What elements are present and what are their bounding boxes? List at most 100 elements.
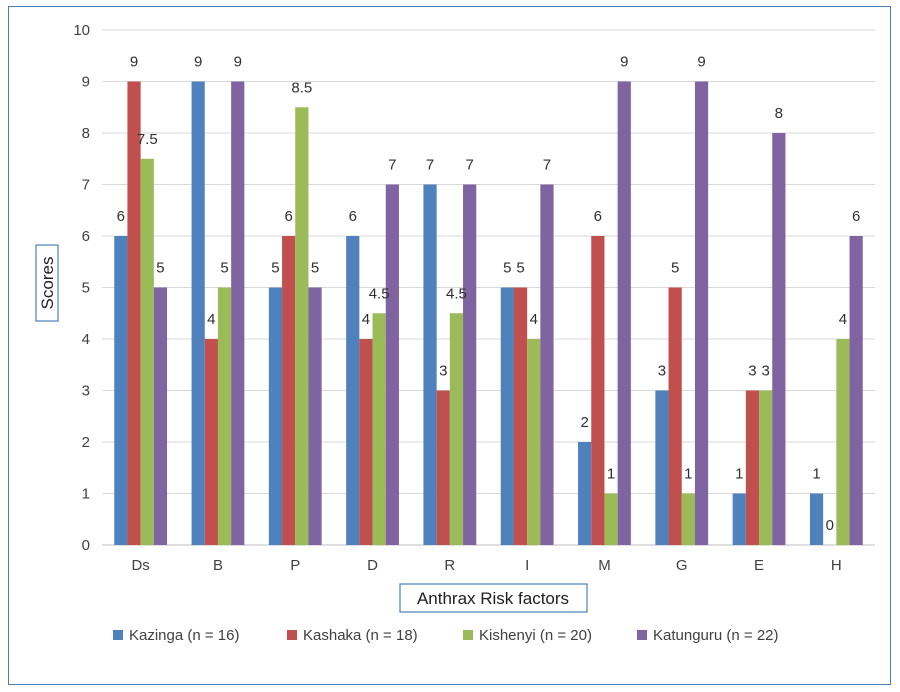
bar [204,339,218,545]
bar [578,442,592,545]
data-label: 1 [735,466,743,483]
bar [772,133,786,545]
bar [809,493,824,545]
data-label: 5 [311,260,319,277]
y-tick-label: 9 [82,74,90,91]
data-label: 9 [620,54,628,71]
y-axis-title: Scores [35,244,59,322]
x-tick-label: H [831,557,842,574]
data-label: 6 [284,208,292,225]
data-label: 4 [362,311,370,328]
data-label: 3 [761,363,769,380]
bar [463,184,477,545]
legend: Kazinga (n = 16) Kashaka (n = 18) Kishenyi… [113,627,779,644]
data-label: 7 [465,157,473,174]
bar [591,236,605,545]
data-label: 1 [684,466,692,483]
data-label: 9 [194,54,202,71]
y-tick-label: 3 [82,383,90,400]
bar [423,184,437,545]
data-label: 9 [234,54,242,71]
y-tick-label: 8 [82,125,90,142]
bar [114,236,128,545]
bar [385,184,399,545]
data-label: 5 [271,260,279,277]
bar [191,81,205,545]
data-label: 1 [812,466,820,483]
data-label: 3 [748,363,756,380]
data-label: 3 [658,363,666,380]
bar [153,287,168,545]
y-axis-title-text: Scores [38,257,57,310]
legend-label: Katunguru (n = 22) [653,627,779,644]
bar [127,81,141,545]
bar [668,287,682,545]
bar [308,287,322,545]
y-tick-label: 4 [82,331,90,348]
data-label: 1 [607,466,615,483]
data-label: 4 [207,311,215,328]
bar [268,287,283,545]
bar [436,390,450,545]
bar [694,81,709,545]
bar [527,339,541,545]
data-label: 7 [388,157,396,174]
bars [114,81,863,545]
data-label: 7 [543,157,551,174]
bar [231,81,245,545]
data-label: 4.5 [446,285,467,302]
x-tick-label: E [754,557,764,574]
data-label: 5 [503,260,511,277]
chart-frame: 0 1 2 3 4 5 6 7 8 9 10 6 9 7.5 5 9 4 5 9 5 6 8.5 5 6 4 4.5 7 7 3 4.5… [8,6,891,685]
x-tick-label: R [444,557,455,574]
bar [449,313,464,545]
x-tick-label: M [598,557,611,574]
bar [346,236,360,545]
legend-label: Kashaka (n = 18) [303,627,418,644]
data-label: 7.5 [137,131,158,148]
bar [617,81,631,545]
data-label: 6 [852,208,860,225]
data-label: 4 [530,311,538,328]
legend-swatch [287,630,297,640]
bar [140,158,154,545]
data-label: 7 [426,157,434,174]
legend-swatch [463,630,473,640]
data-label: 3 [439,363,447,380]
data-label: 5 [671,260,679,277]
data-label: 2 [580,414,588,431]
data-label: 6 [349,208,357,225]
data-label: 9 [130,54,138,71]
y-tick-label: 1 [82,486,90,503]
legend-swatch [113,630,123,640]
x-axis-title: Anthrax Risk factors [399,583,588,613]
x-axis-ticks: Ds B P D R I M G E H [131,557,841,574]
bar [372,313,386,545]
x-axis-title-text: Anthrax Risk factors [417,589,569,608]
bar [759,390,773,545]
bar [745,390,760,545]
bar [217,287,232,545]
y-tick-label: 7 [82,177,90,194]
data-label: 5 [156,260,164,277]
bar [500,287,514,545]
x-tick-label: Ds [131,557,149,574]
x-tick-label: B [213,557,223,574]
bar [681,493,695,545]
bar [836,339,850,545]
data-label: 0 [826,517,834,534]
x-tick-label: P [290,557,300,574]
y-axis-ticks: 0 1 2 3 4 5 6 7 8 9 10 [73,22,90,554]
bar [359,339,373,545]
data-label: 4 [839,311,847,328]
bar [513,287,528,545]
legend-swatch [637,630,647,640]
bar [732,493,746,545]
legend-label: Kishenyi (n = 20) [479,627,592,644]
x-tick-label: D [367,557,378,574]
data-label: 9 [697,54,705,71]
bar [655,390,669,545]
data-label: 5 [516,260,524,277]
data-label: 5 [220,260,228,277]
